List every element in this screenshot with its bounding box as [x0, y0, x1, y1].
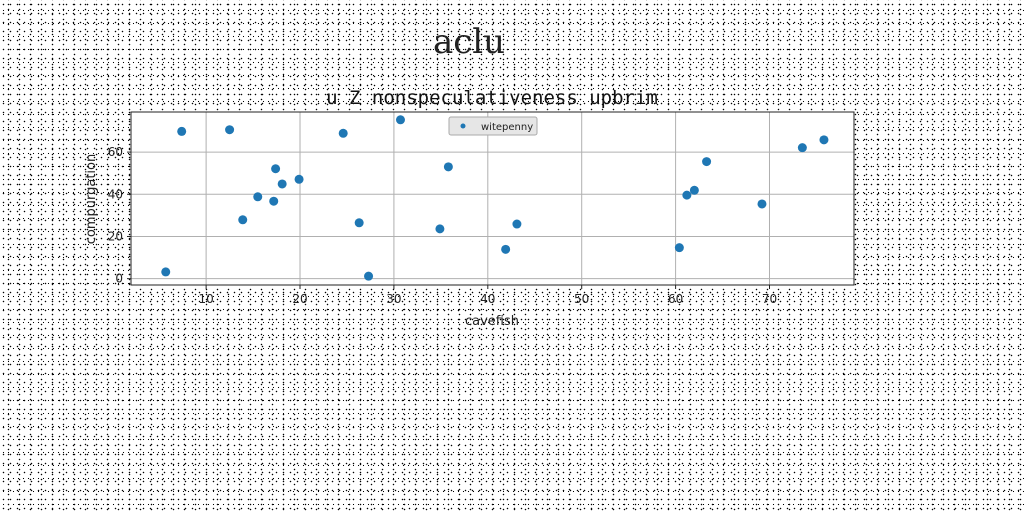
- legend-label: witepenny: [481, 122, 533, 133]
- x-tick-label: 10: [198, 292, 213, 306]
- scatter-point: [443, 162, 453, 172]
- y-tick-label: 0: [115, 272, 123, 286]
- scatter-point: [238, 215, 248, 225]
- scatter-point: [354, 218, 364, 228]
- scatter-point: [269, 196, 279, 206]
- scatter-point: [512, 219, 522, 229]
- scatter-point: [294, 174, 304, 184]
- figure-title: aclu: [432, 22, 506, 62]
- chart-title: u Z nonspeculativeness upbrim: [326, 87, 658, 109]
- scatter-point: [253, 192, 263, 202]
- scatter-point: [338, 128, 348, 138]
- y-tick-label: 40: [108, 187, 123, 201]
- legend-marker: [460, 123, 466, 129]
- scatter-point: [819, 135, 829, 145]
- y-axis-label: compurgation: [84, 154, 99, 245]
- x-tick-label: 60: [668, 292, 683, 306]
- grid-lines: [131, 112, 854, 285]
- x-axis-label: cavefish: [465, 314, 519, 329]
- scatter-point: [161, 267, 171, 277]
- plot-frame: [130, 111, 855, 286]
- scatter-point: [177, 126, 187, 136]
- x-tick-label: 30: [386, 292, 401, 306]
- data-points: [161, 115, 829, 281]
- scatter-point: [277, 179, 287, 189]
- scatter-point: [271, 164, 281, 174]
- scatter-point: [797, 143, 807, 153]
- x-tick-label: 40: [480, 292, 495, 306]
- scatter-point: [225, 125, 235, 135]
- y-tick-label: 20: [108, 229, 123, 243]
- scatter-point: [501, 244, 511, 254]
- axis-ticks: 10 20 30 40 50 60 70 0 20 40 60: [108, 145, 777, 306]
- scatter-point: [757, 199, 767, 209]
- y-tick-label: 60: [108, 145, 123, 159]
- scatter-point: [689, 185, 699, 195]
- scatter-point: [702, 157, 712, 167]
- legend: witepenny: [448, 116, 538, 136]
- scatter-point: [682, 190, 692, 200]
- scatter-point: [674, 243, 684, 253]
- scatter-point: [435, 224, 445, 234]
- scatter-point: [364, 271, 374, 281]
- legend-box: [448, 116, 538, 136]
- scatter-point: [395, 115, 405, 125]
- x-tick-label: 20: [292, 292, 307, 306]
- x-tick-label: 50: [574, 292, 589, 306]
- plot-area: [131, 112, 854, 285]
- x-tick-label: 70: [762, 292, 777, 306]
